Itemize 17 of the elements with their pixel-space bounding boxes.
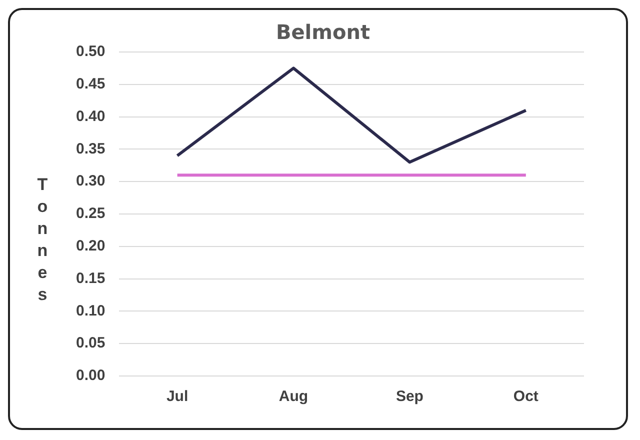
y-tick-label: 0.20 (76, 238, 106, 255)
y-tick-label: 0.00 (76, 367, 106, 384)
x-tick-label: Oct (513, 388, 538, 406)
y-tick-label: 0.25 (76, 205, 106, 222)
chart-title: Belmont (276, 20, 370, 44)
y-tick-label: 0.50 (76, 43, 106, 60)
y-tick-label: 0.45 (76, 76, 106, 93)
x-tick-label: Aug (278, 388, 308, 406)
x-tick-label: Sep (396, 388, 424, 406)
y-tick-label: 0.30 (76, 172, 106, 190)
y-tick-label: 0.35 (76, 140, 106, 158)
y-tick-label: 0.10 (76, 302, 106, 320)
y-tick-label: 0.40 (76, 108, 106, 125)
y-axis-title: Tonnes (32, 175, 52, 307)
y-tick-label: 0.05 (76, 334, 106, 352)
y-tick-label: 0.15 (76, 270, 106, 287)
x-tick-label: Jul (166, 388, 188, 406)
